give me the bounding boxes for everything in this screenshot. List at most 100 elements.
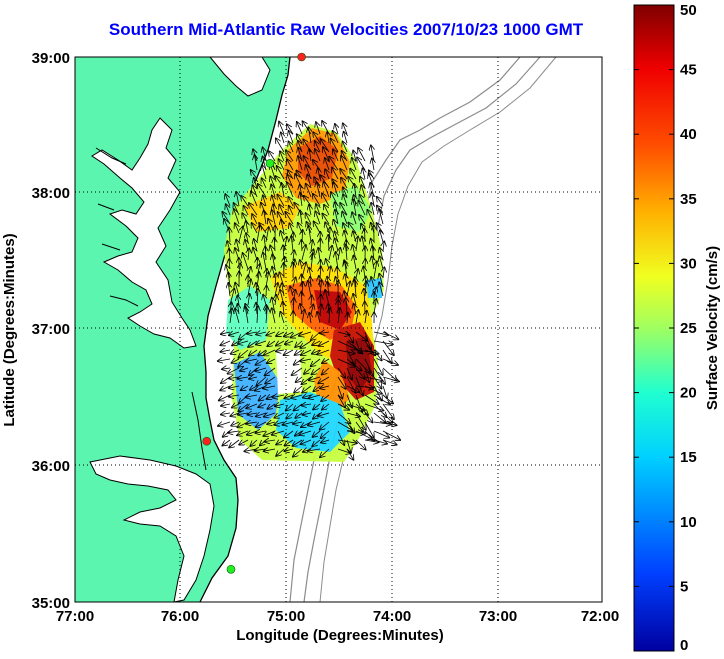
velocity-arrow bbox=[257, 306, 258, 324]
velocity-arrow bbox=[264, 349, 276, 355]
velocity-arrow bbox=[353, 256, 356, 270]
velocity-arrow bbox=[329, 308, 330, 324]
velocity-arrow bbox=[267, 359, 276, 363]
velocity-arrow bbox=[364, 394, 379, 404]
velocity-arrow bbox=[218, 422, 231, 426]
velocity-arrow bbox=[325, 169, 329, 180]
velocity-arrow bbox=[365, 311, 367, 324]
velocity-arrow bbox=[285, 341, 294, 344]
station-marker bbox=[265, 158, 275, 168]
velocity-arrow bbox=[296, 377, 303, 382]
velocity-arrow bbox=[279, 205, 285, 216]
velocity-arrow bbox=[258, 404, 267, 407]
velocity-arrow bbox=[256, 341, 267, 345]
velocity-arrow bbox=[276, 440, 285, 445]
velocity-arrow bbox=[266, 286, 267, 297]
velocity-arrow bbox=[246, 221, 248, 234]
velocity-arrow bbox=[315, 149, 321, 162]
velocity-arrow bbox=[284, 349, 294, 355]
velocity-arrow bbox=[266, 332, 276, 335]
velocity-arrow bbox=[337, 385, 342, 398]
velocity-arrow bbox=[252, 223, 258, 234]
velocity-arrow bbox=[382, 403, 394, 419]
velocity-arrow bbox=[230, 309, 232, 324]
velocity-arrow bbox=[373, 332, 388, 335]
velocity-arrow bbox=[346, 298, 347, 315]
colorbar-tick-label: 30 bbox=[680, 255, 697, 272]
velocity-arrow bbox=[262, 178, 266, 189]
velocity-arrow bbox=[382, 376, 399, 382]
bay-tributary-north bbox=[95, 147, 139, 307]
velocity-arrow bbox=[350, 169, 357, 180]
y-tick: 35:00 bbox=[32, 595, 70, 612]
velocity-arrow bbox=[303, 413, 312, 415]
velocity-arrow bbox=[337, 340, 356, 349]
velocity-arrow bbox=[307, 175, 311, 189]
colorbar-tick-label: 40 bbox=[680, 126, 697, 143]
velocity-arrow bbox=[221, 404, 231, 406]
velocity-arrow bbox=[317, 312, 320, 324]
velocity-arrow bbox=[283, 422, 294, 425]
velocity-arrow bbox=[301, 349, 312, 355]
velocity-arrow bbox=[255, 155, 258, 171]
velocity-arrow bbox=[341, 156, 348, 171]
velocity-arrow bbox=[237, 377, 249, 379]
velocity-arrow bbox=[346, 331, 353, 343]
velocity-arrow bbox=[327, 132, 329, 144]
velocity-arrow bbox=[364, 367, 369, 382]
velocity-arrow bbox=[229, 395, 240, 397]
velocity-arrow bbox=[309, 395, 321, 398]
velocity-arrow bbox=[241, 386, 249, 390]
velocity-arrow bbox=[263, 295, 266, 306]
velocity-arrow bbox=[245, 359, 258, 362]
velocity-arrow bbox=[229, 439, 240, 448]
velocity-arrow bbox=[265, 376, 276, 384]
velocity-arrow bbox=[337, 367, 345, 378]
velocity-arrow bbox=[382, 358, 398, 365]
velocity-arrow bbox=[229, 386, 240, 388]
velocity-arrow bbox=[256, 421, 267, 427]
velocity-arrow bbox=[234, 209, 240, 225]
velocity-arrow bbox=[322, 403, 330, 410]
velocity-arrow bbox=[355, 367, 365, 379]
velocity-arrow bbox=[263, 386, 276, 388]
velocity-arrow bbox=[337, 332, 350, 335]
velocity-arrow bbox=[287, 159, 294, 171]
velocity-arrow bbox=[316, 182, 320, 198]
velocity-arrow bbox=[284, 430, 294, 438]
coastline bbox=[199, 56, 291, 603]
velocity-arrow bbox=[382, 422, 396, 425]
velocity-arrow bbox=[346, 385, 359, 392]
velocity-arrow bbox=[379, 209, 384, 225]
velocity-arrow bbox=[276, 341, 285, 346]
velocity-arrow bbox=[266, 307, 267, 324]
velocity-arrow bbox=[337, 350, 355, 354]
x-axis: 77:00 76:00 75:00 74:00 73:00 72:00 Long… bbox=[56, 608, 619, 644]
velocity-arrow bbox=[373, 341, 393, 344]
velocity-arrow bbox=[275, 412, 285, 418]
velocity-arrow bbox=[287, 182, 294, 198]
velocity-arrow bbox=[293, 448, 303, 457]
colorbar-tick-label: 0 bbox=[680, 637, 688, 654]
velocity-arrow bbox=[382, 349, 392, 363]
velocity-arrow bbox=[364, 430, 374, 441]
velocity-arrow bbox=[382, 340, 394, 355]
velocity-arrow bbox=[380, 231, 383, 243]
velocity-arrow bbox=[265, 367, 276, 376]
velocity-arrow bbox=[346, 448, 353, 460]
velocity-arrow bbox=[297, 122, 303, 135]
y-axis: 35:00 36:00 37:00 38:00 39:00 Latitude (… bbox=[1, 50, 70, 612]
velocity-arrow bbox=[306, 184, 312, 198]
velocity-arrow bbox=[313, 430, 321, 437]
velocity-arrow bbox=[352, 212, 356, 225]
velocity-arrow bbox=[355, 340, 361, 353]
velocity-arrow bbox=[238, 341, 249, 344]
velocity-arrow bbox=[371, 203, 374, 216]
velocity-arrow bbox=[286, 403, 294, 411]
velocity-arrow bbox=[275, 295, 277, 306]
velocity-arrow bbox=[321, 440, 330, 443]
velocity-arrow bbox=[302, 310, 305, 324]
velocity-arrow bbox=[220, 341, 231, 345]
velocity-arrow bbox=[321, 430, 330, 438]
